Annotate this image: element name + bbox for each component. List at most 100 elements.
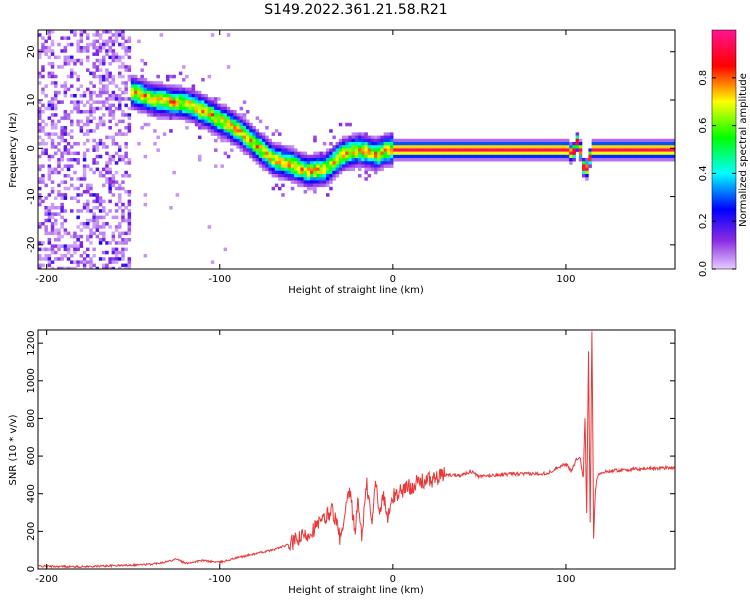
spectrogram-cell: [313, 177, 317, 181]
spectrogram-cell: [102, 39, 106, 44]
spectrogram-cell: [92, 52, 96, 56]
spectrogram-cell: [537, 148, 541, 152]
spectrogram-cell: [575, 148, 580, 152]
spectrogram-cell: [118, 206, 122, 210]
spectrogram-cell: [527, 148, 532, 152]
spectrogram-cell: [108, 186, 112, 191]
spectrogram-cell: [255, 154, 260, 159]
spectrogram-cell: [348, 148, 352, 152]
spectrogram-cell: [102, 103, 106, 108]
spectrogram-cell: [143, 154, 148, 159]
spectrogram-cell: [470, 154, 474, 159]
spectrogram-cell: [223, 151, 228, 156]
spectrogram-cell: [178, 97, 183, 101]
spectrogram-cell: [527, 158, 532, 162]
spectrogram-cell: [150, 97, 154, 101]
spectrogram-cell: [66, 148, 71, 152]
spectrogram-cell: [284, 170, 288, 175]
spectrogram-cell: [495, 148, 500, 152]
spectrogram-cell: [598, 142, 602, 146]
spectrogram-cell: [278, 186, 282, 191]
spectrogram-cell: [70, 110, 74, 114]
spectrogram-cell: [76, 193, 80, 197]
spectrogram-cell: [633, 138, 637, 143]
spectrogram-cell: [79, 209, 84, 213]
spectrogram-cell: [111, 42, 116, 47]
spectrogram-cell: [105, 71, 109, 76]
spectrogram-cell: [620, 158, 624, 162]
spectrogram-cell: [105, 170, 109, 175]
spectrogram-cell: [358, 158, 362, 162]
spectrogram-cell: [175, 103, 180, 108]
spectrogram-cell: [76, 122, 80, 127]
spectrogram-cell: [434, 138, 439, 143]
spectrogram-cell: [447, 151, 452, 156]
spectrogram-cell: [188, 116, 192, 120]
spectrogram-cell: [166, 94, 170, 98]
spectrogram-cell: [617, 151, 621, 156]
spectrogram-cell: [665, 142, 669, 146]
spectrogram-cell: [172, 90, 176, 95]
spectrogram-cell: [124, 84, 128, 88]
spectrogram-cell: [322, 174, 327, 178]
spectrogram-cell: [217, 106, 221, 111]
spectrogram-cell: [246, 138, 250, 143]
spectrogram-cell: [444, 148, 448, 152]
spectrogram-cell: [57, 100, 61, 104]
spectrogram-cell: [60, 180, 64, 184]
spectrogram-cell: [377, 135, 381, 140]
spectrogram-cell: [102, 58, 106, 63]
spectrogram-cell: [86, 46, 90, 50]
spectrogram-cell: [335, 161, 340, 165]
spectrogram-cell: [114, 254, 119, 258]
spectrogram-cell: [127, 161, 132, 165]
spectrogram-cell: [54, 90, 58, 95]
spectrogram-cell: [82, 170, 87, 175]
spectrogram-cell: [105, 145, 109, 149]
spectrogram-cell: [47, 209, 52, 213]
spectrogram-cell: [127, 116, 132, 120]
spectrogram-cell: [313, 183, 317, 188]
spectrogram-cell: [329, 161, 333, 165]
spectrogram-cell: [153, 142, 157, 146]
spectrogram-cell: [146, 100, 151, 104]
spectrogram-cell: [102, 257, 106, 261]
spectrogram-cell: [329, 129, 333, 133]
spectrogram-cell: [63, 151, 68, 156]
spectrogram-cell: [239, 129, 244, 133]
spectrogram-cell: [124, 218, 128, 223]
spectrogram-cell: [159, 106, 164, 111]
spectrogram-cell: [438, 145, 442, 149]
spectrogram-cell: [124, 151, 128, 156]
spectrogram-cell: [540, 138, 544, 143]
spectrogram-cell: [626, 142, 631, 146]
spectrogram-cell: [297, 151, 301, 156]
spectrogram-cell: [92, 110, 96, 114]
spectrogram-cell: [252, 132, 256, 136]
spectrogram-cell: [143, 202, 148, 207]
spectrogram-cell: [242, 142, 247, 146]
spectrogram-cell: [466, 151, 471, 156]
spectrogram-cell: [226, 138, 231, 143]
spectrogram-cell: [505, 151, 509, 156]
colorbar-ticks: 0.00.20.40.60.8: [698, 70, 736, 277]
spectrogram-cell: [191, 97, 196, 101]
spectrogram-cell: [188, 100, 192, 104]
spectrogram-cell: [380, 142, 384, 146]
spectrogram-cell: [108, 190, 112, 194]
spectrogram-cell: [226, 135, 231, 140]
spectrogram-cell: [511, 148, 516, 152]
spectrogram-cell: [70, 158, 74, 162]
spectrogram-cell: [82, 174, 87, 178]
spectrogram-cell: [386, 145, 391, 149]
spectrogram-cell: [111, 193, 116, 197]
spectrogram-cell: [188, 119, 192, 124]
spectrogram-cell: [38, 167, 42, 172]
spectrogram-cell: [105, 167, 109, 172]
spectrogram-cell: [290, 158, 295, 162]
spectrogram-cell: [329, 164, 333, 168]
spectrogram-cell: [223, 110, 228, 114]
spectrogram-cell: [482, 151, 487, 156]
spectrogram-cell: [431, 148, 436, 152]
spectrogram-cell: [249, 132, 253, 136]
